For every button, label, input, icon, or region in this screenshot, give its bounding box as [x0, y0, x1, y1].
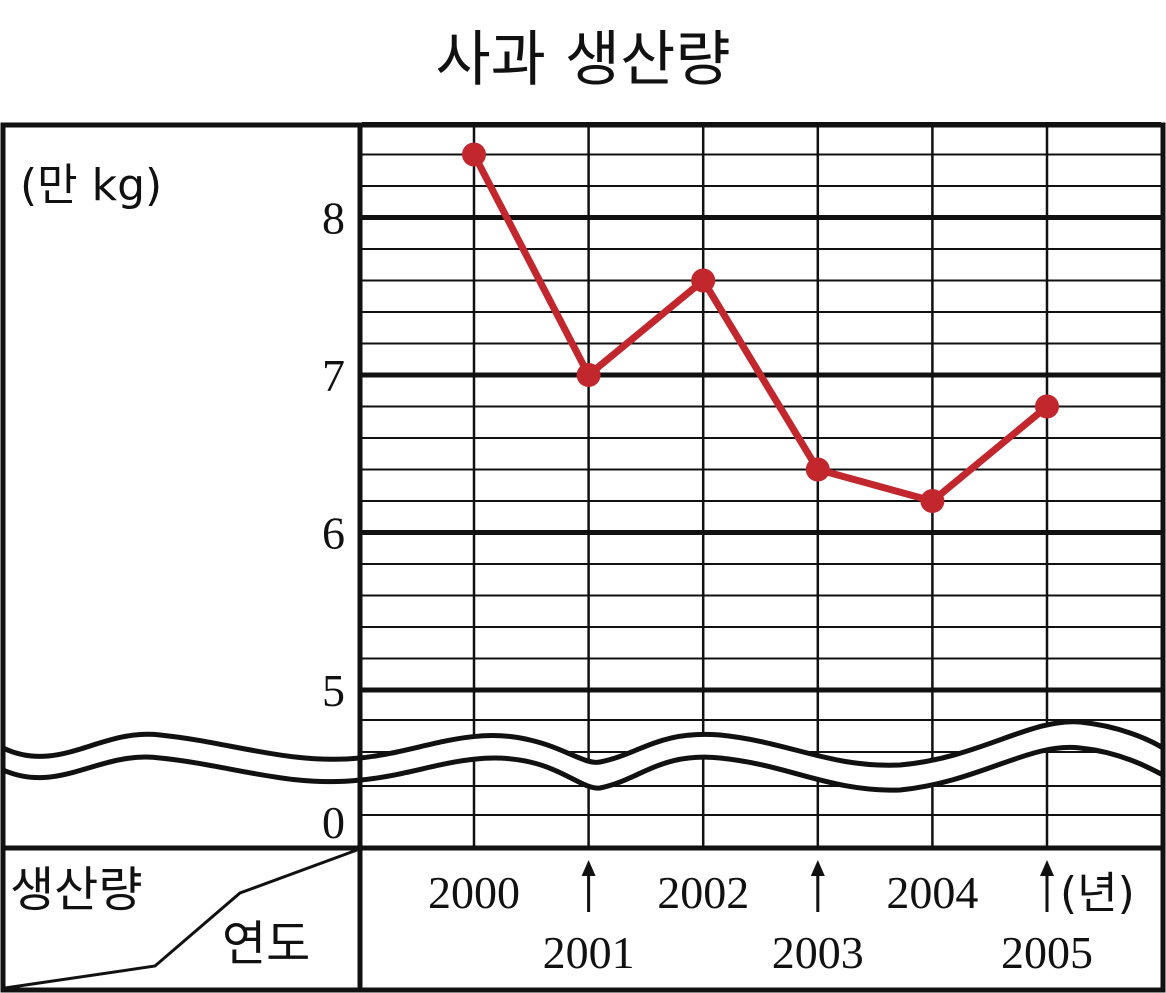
grid [362, 122, 1161, 816]
break-wave [1, 744, 1165, 793]
y-tick-labels: 0 5 6 7 8 [322, 193, 345, 849]
y-tick-label: 7 [322, 350, 345, 401]
corner-row-label: 생산량 [10, 862, 142, 918]
series-line [462, 142, 1059, 513]
x-tick-label: 2002 [657, 867, 749, 918]
chart-title: 사과 생산량 [435, 25, 730, 95]
vertical-gridlines [472, 127, 1049, 846]
data-point [691, 268, 716, 293]
corner-col-label: 연도 [222, 916, 310, 972]
series-path [470, 152, 1050, 505]
y-tick-label: 8 [322, 193, 345, 244]
x-tick-label: 2000 [428, 867, 520, 918]
y-tick-label: 6 [322, 508, 345, 559]
chart-frame [0, 122, 1166, 993]
y-tick-label: 5 [322, 665, 345, 716]
x-unit-label: (년) [1060, 868, 1135, 919]
data-point [462, 142, 486, 167]
data-point [805, 457, 830, 482]
data-point [576, 363, 601, 387]
x-tick-label: 2003 [772, 927, 864, 978]
x-tick-arrowhead [1040, 860, 1054, 876]
x-tick-label: 2004 [886, 867, 978, 918]
x-tick-labels: 2000 2001 2002 2003 2004 2005 [428, 860, 1093, 978]
y-tick-label: 0 [322, 797, 345, 848]
x-tick-arrowhead [581, 860, 596, 876]
data-point [920, 489, 945, 513]
corner-diagonal [4, 848, 358, 990]
x-tick-label: 2001 [543, 927, 635, 978]
break-band [3, 721, 1163, 791]
data-point [1035, 394, 1059, 419]
x-tick-arrowhead [810, 860, 825, 876]
unit-label: (만 kg) [20, 160, 162, 211]
break-wave [1, 719, 1165, 768]
axis-break-mark [1, 719, 1165, 793]
x-tick-label: 2005 [1001, 927, 1093, 978]
